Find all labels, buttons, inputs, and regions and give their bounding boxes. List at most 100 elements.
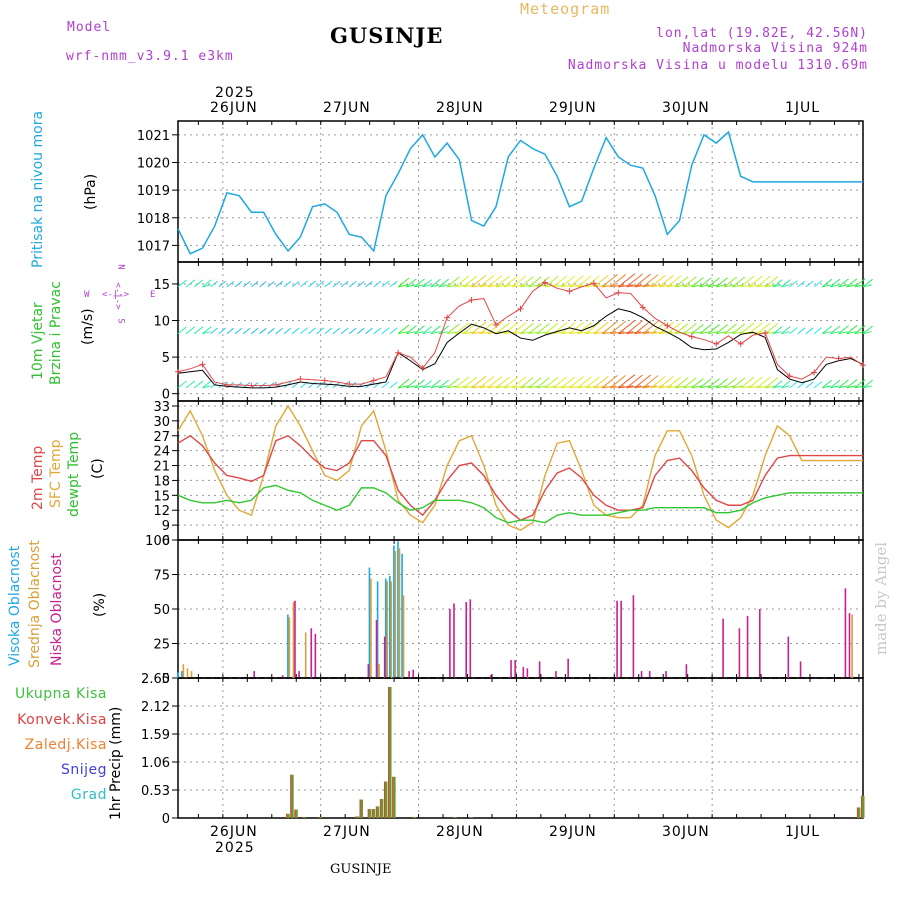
wind-gust-marker — [370, 377, 377, 384]
wind-barb — [724, 276, 737, 288]
cloud-bar — [567, 658, 569, 678]
wind-barb — [593, 375, 609, 389]
wind-barb — [781, 284, 790, 288]
cloud-bar — [402, 595, 405, 678]
precip-conv-bar — [286, 813, 288, 818]
y-tick-label: 2.65 — [141, 672, 170, 687]
wind-barb — [846, 284, 857, 288]
wind-barb — [226, 327, 235, 335]
y-tick-label: 9 — [162, 519, 170, 534]
cloud-bar — [376, 581, 379, 678]
cloud-bar — [386, 581, 389, 678]
footer-station: GUSINJE — [330, 862, 392, 877]
precip-bar — [359, 799, 363, 818]
wind-barb — [699, 378, 712, 389]
wind-barb — [512, 322, 527, 335]
wind-gust-marker — [199, 361, 206, 368]
cloud-bar — [632, 595, 635, 678]
wind-barb — [634, 320, 652, 335]
cloud-bar — [314, 633, 317, 678]
wind-barb — [862, 379, 873, 389]
y-tick-label: 1017 — [137, 239, 170, 254]
date-bottom-3: 29JUN — [549, 824, 597, 840]
wind-barb — [512, 275, 527, 288]
wind-barb — [830, 278, 841, 288]
wind-barb — [618, 273, 636, 288]
y-tick-label: 15 — [153, 489, 170, 504]
wind-barb — [275, 281, 283, 288]
wind-barb — [414, 278, 425, 288]
wind-barb — [642, 274, 659, 288]
legend-snow: Snijeg — [60, 762, 107, 778]
wind-barb — [781, 331, 790, 335]
precip-bar — [392, 776, 396, 818]
year-bottom: 2025 — [215, 840, 255, 856]
date-bottom-1: 27JUN — [323, 824, 371, 840]
wind-barb — [495, 275, 510, 288]
wind-barb — [283, 280, 292, 288]
cloud-bar — [469, 599, 472, 678]
wind-barb — [569, 322, 584, 335]
wind-gust-marker — [444, 314, 451, 321]
wind-barb — [242, 281, 251, 288]
wind-barb — [724, 323, 737, 335]
wind-barb — [862, 278, 873, 288]
wind-barb — [773, 385, 782, 389]
cloud-bar — [412, 669, 415, 678]
wind-barb — [862, 325, 873, 335]
wind-barb — [642, 385, 657, 389]
precip-conv-bar — [302, 816, 304, 818]
wind-barb — [479, 322, 495, 335]
wind-barb — [846, 325, 858, 335]
wind-barb — [764, 377, 779, 389]
wind-barb — [683, 377, 697, 389]
wind-barb — [210, 327, 219, 335]
compass-w: W — [84, 290, 90, 300]
precip-conv-bar — [318, 816, 320, 818]
wind-barb — [699, 324, 712, 335]
legend-strat: Zaledj.Kisa — [24, 737, 107, 753]
wind-gust-marker — [297, 376, 304, 383]
wind-barb — [838, 325, 849, 335]
wind-barb — [813, 280, 823, 288]
wind-barb — [773, 284, 782, 288]
cloud-bar — [640, 671, 643, 678]
wind-barb — [838, 379, 849, 389]
wind-barb — [593, 321, 609, 335]
wind-gust-marker — [468, 297, 475, 304]
wind-barb — [422, 279, 432, 288]
wind-barb — [666, 275, 682, 288]
wind-barb — [854, 331, 865, 335]
wind-barb — [397, 324, 410, 335]
wind-barb — [438, 379, 449, 389]
wind-barb — [447, 331, 459, 335]
wind-barb — [398, 284, 409, 288]
wind-barb — [699, 277, 712, 288]
date-bottom-0: 26JUN — [210, 824, 258, 840]
wind-barb — [430, 385, 440, 389]
cloud-bar — [758, 609, 761, 678]
wind-barb — [308, 327, 317, 335]
date-bottom-2: 28JUN — [436, 824, 484, 840]
wind-gust-marker — [493, 321, 500, 328]
wind-barb — [634, 284, 650, 288]
wind-barb — [348, 327, 357, 335]
wind-barb — [357, 327, 365, 335]
wind-barb — [185, 380, 196, 389]
y-tick-label: 0 — [162, 672, 170, 687]
wind-barb — [503, 275, 519, 288]
wind-barb — [821, 379, 833, 389]
wind-barb — [218, 280, 227, 288]
date-top-2: 28JUN — [436, 100, 484, 116]
wind-barb — [406, 325, 417, 335]
wind-barb — [193, 279, 204, 288]
wind-barb — [642, 331, 657, 335]
wind-barb — [683, 276, 697, 288]
wind-barb — [626, 385, 642, 389]
wind-barb — [830, 379, 841, 389]
wind-barb — [193, 326, 204, 335]
wind-barb — [365, 327, 373, 335]
wind-barb — [438, 331, 448, 335]
wind-barb — [316, 381, 325, 389]
